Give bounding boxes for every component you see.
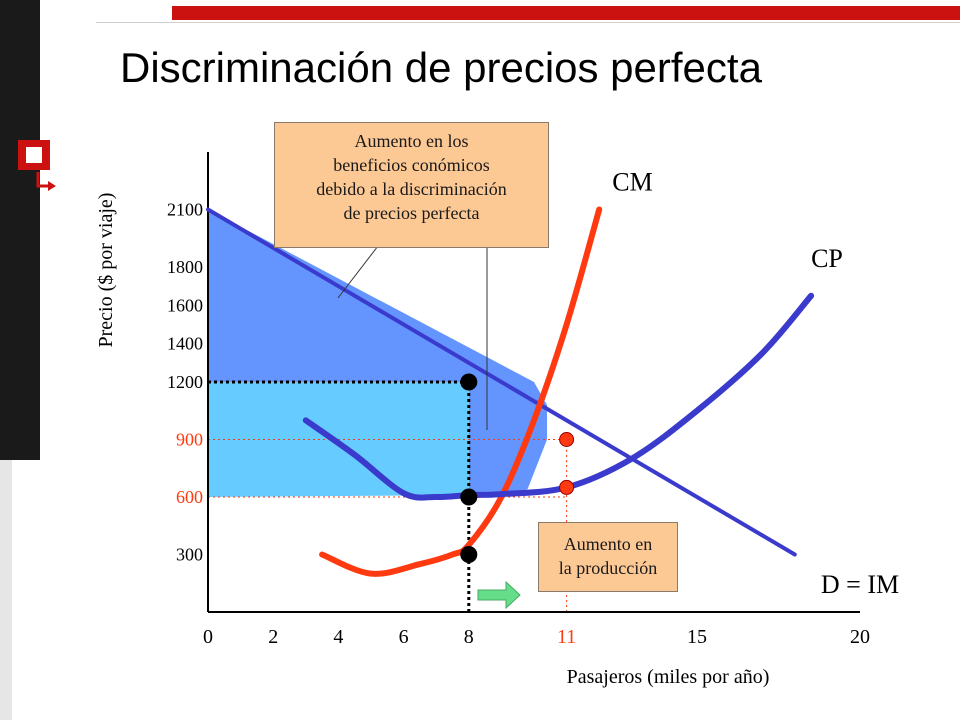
- x-tick-label: 8: [464, 626, 474, 648]
- series-line: [302, 292, 815, 501]
- callout-output-line: Aumento en: [563, 534, 653, 554]
- data-point: [460, 373, 478, 391]
- x-tick-label: 2: [268, 626, 278, 648]
- x-tick-label: 0: [203, 626, 213, 648]
- dark-left-bar: [0, 0, 40, 460]
- y-tick-label: 1600: [167, 295, 203, 315]
- red-header-bar: [172, 6, 960, 20]
- y-tick-label: 1400: [167, 334, 203, 354]
- data-point: [460, 546, 478, 563]
- series-label: CM: [612, 167, 652, 196]
- callout-output-line: la producción: [558, 558, 658, 578]
- y-tick-label: 1200: [167, 372, 203, 392]
- callout-output-increase: Aumento en la producción: [538, 522, 678, 592]
- production-arrow: [477, 580, 521, 610]
- slide-title: Discriminación de precios perfecta: [120, 44, 762, 91]
- series-label: D = IM: [821, 570, 899, 599]
- shaded-region-profit: [208, 209, 548, 496]
- title-band: [96, 22, 960, 127]
- data-point: [559, 432, 575, 447]
- y-tick-label: 1800: [167, 257, 203, 277]
- grey-left-edge: [0, 460, 12, 720]
- x-tick-label: 15: [687, 626, 707, 648]
- data-point: [559, 479, 575, 495]
- series-line: [206, 207, 797, 557]
- callout-leader-line: [337, 245, 379, 299]
- series-line: [319, 206, 603, 577]
- x-tick-label: 11: [557, 626, 576, 648]
- y-tick-label: 2100: [167, 200, 203, 220]
- x-tick-label: 4: [333, 626, 343, 648]
- x-tick-label: 20: [850, 626, 870, 648]
- y-tick-label: 600: [176, 487, 203, 507]
- y-axis-label: Precio ($ por viaje): [95, 193, 117, 348]
- x-tick-label: 6: [399, 626, 409, 648]
- series-label: CP: [811, 244, 843, 273]
- data-point: [460, 488, 478, 506]
- slide-bullet-icon: [18, 140, 56, 191]
- callout-profit-line: debido a la discriminación: [316, 179, 507, 199]
- callout-profit-line: beneficios conómicos: [333, 155, 490, 175]
- callout-profit-line: de precios perfecta: [343, 203, 480, 223]
- callout-profit-line: Aumento en los: [354, 131, 469, 151]
- y-tick-label: 300: [176, 545, 203, 565]
- x-axis-label: Pasajeros (miles por año): [567, 666, 770, 688]
- callout-profit-increase: Aumento en los beneficios conómicos debi…: [274, 122, 549, 248]
- y-tick-label: 900: [176, 430, 203, 450]
